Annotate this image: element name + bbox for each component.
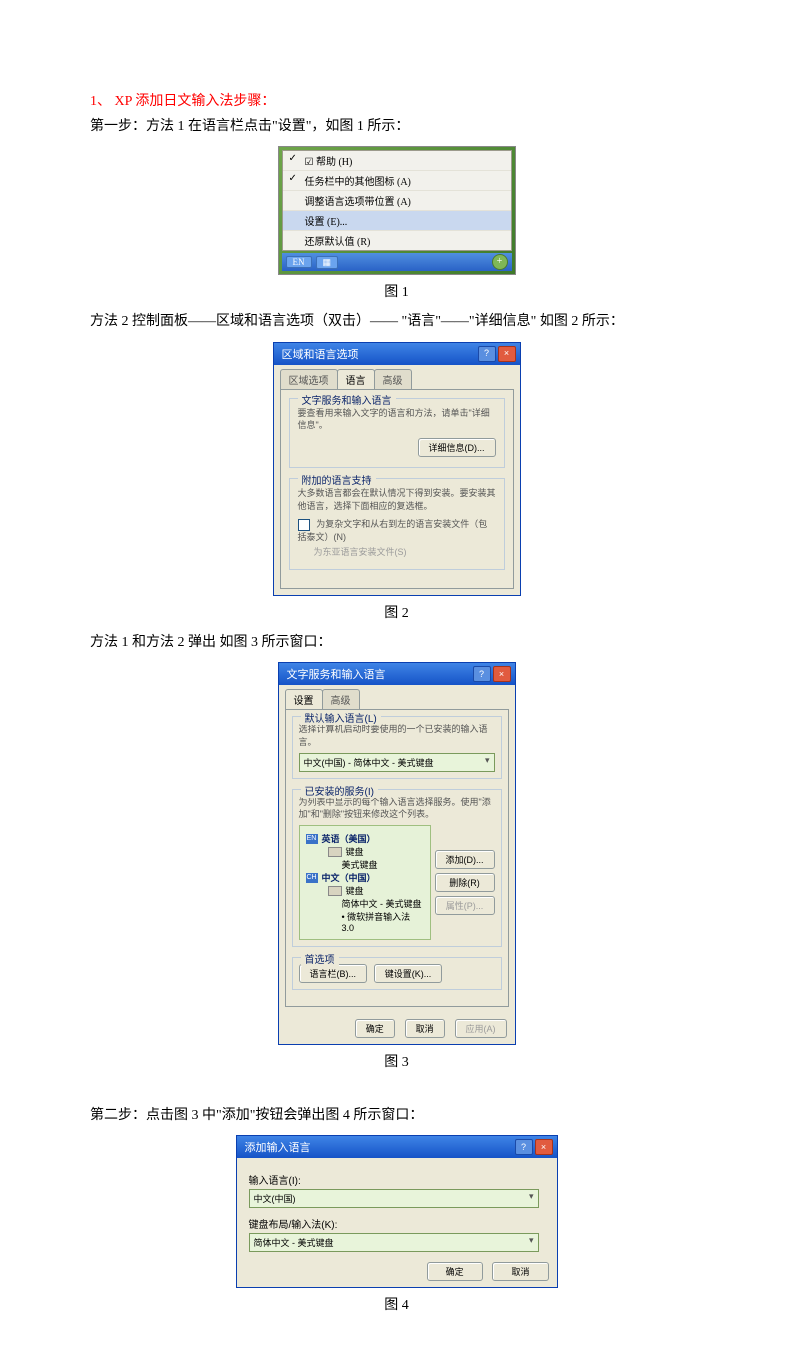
remove-button[interactable]: 删除(R): [435, 873, 495, 892]
figure-3: 文字服务和输入语言 ? × 设置 高级 默认输入语言(L) 选择计算机启动时要使…: [90, 662, 703, 1044]
close-icon[interactable]: ×: [535, 1139, 553, 1155]
checkbox-icon[interactable]: [298, 519, 310, 531]
keyboard-icon: [328, 886, 342, 896]
step2-text: 第二步：点击图 3 中"添加"按钮会弹出图 4 所示窗口：: [90, 1105, 703, 1127]
window-title: 添加输入语言: [245, 1139, 311, 1155]
method-both-text: 方法 1 和方法 2 弹出 如图 3 所示窗口：: [90, 632, 703, 654]
close-icon[interactable]: ×: [498, 346, 516, 362]
dialog-buttons: 确定 取消 应用(A): [279, 1013, 515, 1044]
group-desc: 大多数语言都会在默认情况下得到安装。要安装其他语言，选择下面相应的复选框。: [298, 487, 496, 512]
tab-regional[interactable]: 区域选项: [280, 369, 338, 389]
caption-3: 图 3: [90, 1051, 703, 1071]
cancel-button[interactable]: 取消: [492, 1262, 548, 1281]
dialog-buttons: 确定 取消: [237, 1256, 557, 1287]
details-button[interactable]: 详细信息(D)...: [418, 438, 496, 457]
default-lang-select[interactable]: 中文(中国) - 简体中文 - 美式键盘: [299, 753, 495, 772]
list-item[interactable]: 美式键盘: [306, 858, 424, 871]
context-menu: ☑ 帮助 (H) 任务栏中的其他图标 (A) 调整语言选项带位置 (A) 设置 …: [282, 150, 512, 251]
group-title: 文字服务和输入语言: [298, 392, 396, 407]
ok-button[interactable]: 确定: [355, 1019, 395, 1038]
checkbox-label: 为复杂文字和从右到左的语言安装文件（包括泰文）(N): [298, 519, 488, 542]
group-title: 已安装的服务(I): [301, 783, 378, 798]
figure-4: 添加输入语言 ? × 输入语言(I): 中文(中国) 键盘布局/输入法(K): …: [90, 1135, 703, 1288]
tab-settings[interactable]: 设置: [285, 689, 323, 709]
tab-language[interactable]: 语言: [337, 369, 375, 389]
figure-2: 区域和语言选项 ? × 区域选项 语言 高级 文字服务和输入语言 要查看用来输入…: [90, 342, 703, 596]
apply-button[interactable]: 应用(A): [455, 1019, 507, 1038]
input-lang-label: 输入语言(I):: [249, 1172, 545, 1187]
lang-icon: EN: [306, 834, 318, 844]
lang-icon: CH: [306, 873, 318, 883]
menu-label: ☑: [305, 157, 316, 168]
caption-4: 图 4: [90, 1294, 703, 1314]
taskbar: EN ▦ +: [282, 253, 512, 271]
tab-advanced[interactable]: 高级: [322, 689, 360, 709]
help-icon[interactable]: ?: [473, 666, 491, 682]
window-titlebar: 区域和语言选项 ? ×: [274, 343, 520, 365]
menu-item-settings[interactable]: 设置 (E)...: [283, 211, 511, 231]
help-icon[interactable]: ?: [478, 346, 496, 362]
help-icon[interactable]: ?: [515, 1139, 533, 1155]
group-desc: 要查看用来输入文字的语言和方法，请单击"详细信息"。: [298, 407, 496, 432]
caption-2: 图 2: [90, 602, 703, 622]
method2-text: 方法 2 控制面板——区域和语言选项（双击）—— "语言"——"详细信息" 如图…: [90, 311, 703, 333]
step1-text: 第一步：方法 1 在语言栏点击"设置"，如图 1 所示：: [90, 116, 703, 138]
window-titlebar: 添加输入语言 ? ×: [237, 1136, 557, 1158]
window-title: 文字服务和输入语言: [287, 666, 386, 682]
tabs: 设置 高级: [279, 685, 515, 709]
group-title: 首选项: [301, 951, 339, 966]
tab-advanced[interactable]: 高级: [374, 369, 412, 389]
figure-1: ☑ 帮助 (H) 任务栏中的其他图标 (A) 调整语言选项带位置 (A) 设置 …: [90, 146, 703, 275]
input-lang-select[interactable]: 中文(中国): [249, 1189, 539, 1208]
menu-item-adjust[interactable]: 调整语言选项带位置 (A): [283, 191, 511, 211]
ok-button[interactable]: 确定: [427, 1262, 483, 1281]
tabs: 区域选项 语言 高级: [274, 365, 520, 389]
menu-item-restore[interactable]: 还原默认值 (R): [283, 231, 511, 250]
langbar-button[interactable]: 语言栏(B)...: [299, 964, 368, 983]
lang-indicator[interactable]: EN: [286, 256, 312, 268]
window-title: 区域和语言选项: [282, 346, 359, 362]
lang-en: 英语（美国）: [322, 834, 376, 844]
close-icon[interactable]: ×: [493, 666, 511, 682]
properties-button[interactable]: 属性(P)...: [435, 896, 495, 915]
taskbar-pad-icon[interactable]: ▦: [316, 256, 339, 269]
list-item[interactable]: 简体中文 - 美式键盘: [306, 897, 424, 910]
caption-1: 图 1: [90, 281, 703, 301]
kb-label: 键盘: [346, 886, 364, 896]
group-title: 附加的语言支持: [298, 472, 376, 487]
keyboard-label: 键盘布局/输入法(K):: [249, 1216, 545, 1231]
taskbar-expand-icon[interactable]: +: [492, 254, 508, 270]
list-item[interactable]: • 微软拼音输入法 3.0: [306, 910, 424, 933]
group-desc: 选择计算机启动时要使用的一个已安装的输入语言。: [299, 723, 495, 748]
menu-item-other-icons[interactable]: 任务栏中的其他图标 (A): [283, 171, 511, 191]
group-desc: 为列表中显示的每个输入语言选择服务。使用"添加"和"删除"按钮来修改这个列表。: [299, 796, 495, 821]
section-heading: 1、 XP 添加日文输入法步骤：: [90, 90, 703, 110]
window-titlebar: 文字服务和输入语言 ? ×: [279, 663, 515, 685]
keyboard-icon: [328, 847, 342, 857]
lang-zh: 中文（中国）: [322, 873, 376, 883]
add-button[interactable]: 添加(D)...: [435, 850, 495, 869]
menu-label: 帮助 (H): [316, 157, 352, 168]
keyboard-select[interactable]: 简体中文 - 美式键盘: [249, 1233, 539, 1252]
cancel-button[interactable]: 取消: [405, 1019, 445, 1038]
keysettings-button[interactable]: 键设置(K)...: [374, 964, 443, 983]
group-title: 默认输入语言(L): [301, 710, 381, 725]
checkbox-label-disabled: 为东亚语言安装文件(S): [298, 547, 407, 557]
menu-item-help[interactable]: ☑ 帮助 (H): [283, 151, 511, 171]
kb-label: 键盘: [346, 847, 364, 857]
